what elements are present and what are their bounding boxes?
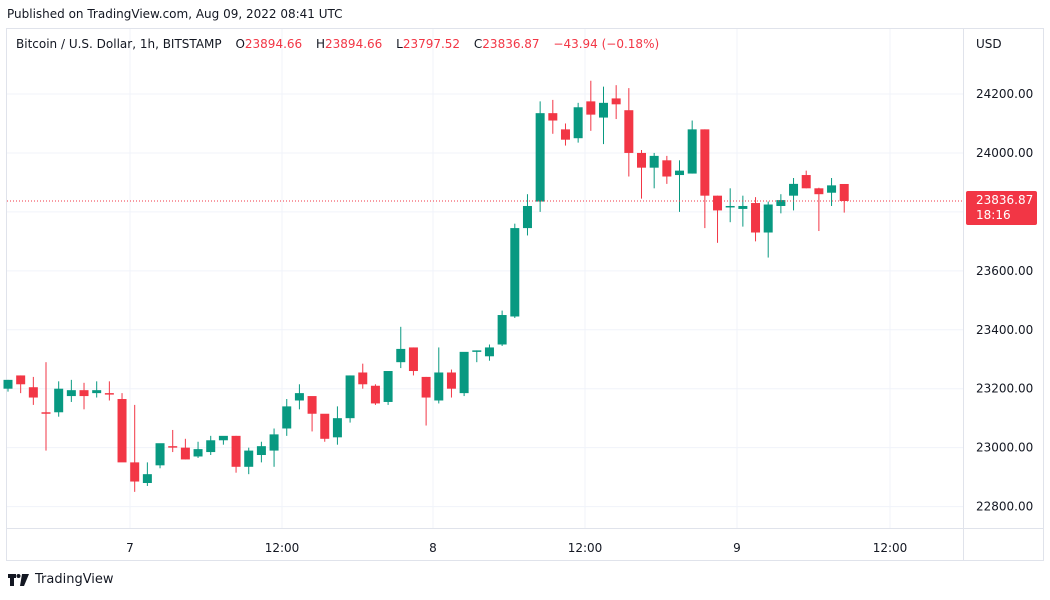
last-price-value: 23836.87 <box>976 193 1034 207</box>
bar-countdown: 18:16 <box>976 208 1011 222</box>
brand-name: TradingView <box>35 572 114 587</box>
svg-text:12:00: 12:00 <box>873 541 908 555</box>
open-value: 23894.66 <box>244 37 303 51</box>
currency-label: USD <box>976 37 1002 51</box>
svg-text:8: 8 <box>429 541 437 555</box>
low-value: 23797.52 <box>402 37 461 51</box>
time-axis-labels: 7 12:00 8 12:00 9 12:00 <box>126 541 907 555</box>
svg-text:22800.00: 22800.00 <box>976 500 1033 514</box>
svg-text:23600.00: 23600.00 <box>976 264 1033 278</box>
open-label: O <box>235 37 245 51</box>
svg-text:12:00: 12:00 <box>568 541 603 555</box>
svg-text:24000.00: 24000.00 <box>976 146 1033 160</box>
change-value: −43.94 (−0.18%) <box>553 37 660 51</box>
chart-frame[interactable] <box>6 28 1044 561</box>
grid-lines <box>7 29 1043 561</box>
close-value: 23836.87 <box>482 37 540 51</box>
high-value: 23894.66 <box>325 37 383 51</box>
svg-text:23000.00: 23000.00 <box>976 441 1033 455</box>
svg-text:12:00: 12:00 <box>265 541 300 555</box>
low-label: L <box>396 37 403 51</box>
svg-text:23400.00: 23400.00 <box>976 323 1033 337</box>
svg-text:24200.00: 24200.00 <box>976 87 1033 101</box>
svg-text:23200.00: 23200.00 <box>976 382 1033 396</box>
ohlc-legend: Bitcoin / U.S. Dollar, 1h, BITSTAMP O238… <box>16 37 663 51</box>
last-price-tag: 23836.87 18:16 <box>966 191 1037 225</box>
price-axis-labels: 24200.00 24000.00 23600.00 23400.00 23200.00… <box>976 87 1033 514</box>
candles <box>3 80 849 492</box>
symbol-title: Bitcoin / U.S. Dollar, 1h, BITSTAMP <box>16 37 222 51</box>
tradingview-logo-icon <box>8 573 29 586</box>
high-label: H <box>316 37 326 51</box>
svg-text:9: 9 <box>733 541 741 555</box>
published-caption: Published on TradingView.com, Aug 09, 20… <box>7 7 343 21</box>
svg-text:7: 7 <box>126 541 134 555</box>
close-label: C <box>473 37 483 51</box>
tradingview-brand[interactable]: TradingView <box>8 572 114 587</box>
